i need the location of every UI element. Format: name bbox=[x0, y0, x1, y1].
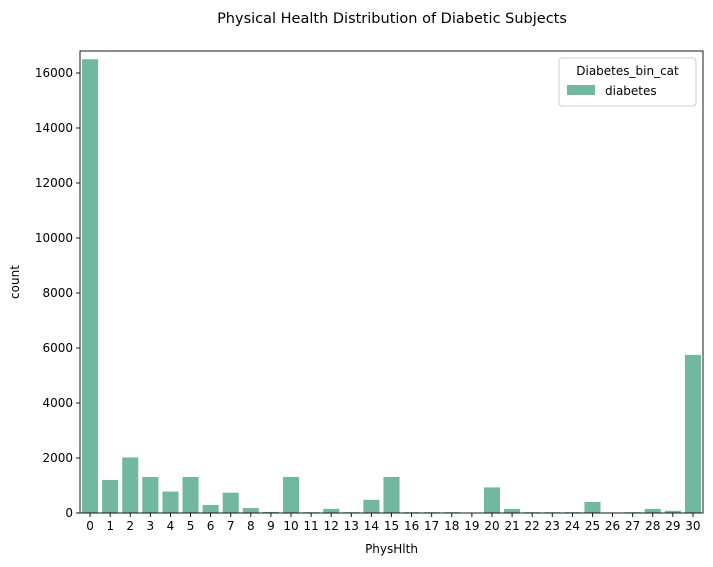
x-tick-label: 22 bbox=[525, 519, 540, 533]
bar-0 bbox=[82, 59, 99, 513]
bar-5 bbox=[182, 476, 199, 513]
y-tick-label: 16000 bbox=[35, 66, 73, 80]
x-tick-label: 3 bbox=[147, 519, 155, 533]
bar-30 bbox=[684, 354, 701, 513]
bar-29 bbox=[664, 510, 681, 513]
bar-4 bbox=[162, 491, 179, 513]
y-tick-label: 6000 bbox=[42, 341, 73, 355]
x-tick-label: 13 bbox=[344, 519, 359, 533]
x-tick-label: 25 bbox=[585, 519, 600, 533]
x-tick-label: 26 bbox=[605, 519, 620, 533]
x-tick-label: 20 bbox=[484, 519, 499, 533]
bar-14 bbox=[363, 499, 380, 513]
x-tick-label: 27 bbox=[625, 519, 640, 533]
y-tick-label: 12000 bbox=[35, 176, 73, 190]
y-axis-label: count bbox=[8, 265, 22, 299]
bar-20 bbox=[483, 487, 501, 513]
bar-25 bbox=[584, 502, 601, 513]
y-axis-ticks: 0 2000 4000 6000 8000 10000 12000 14000 16000 bbox=[35, 66, 80, 520]
legend-swatch-diabetes bbox=[567, 85, 595, 95]
x-tick-label: 2 bbox=[126, 519, 134, 533]
x-tick-label: 16 bbox=[404, 519, 419, 533]
bar-12 bbox=[323, 508, 340, 513]
x-tick-label: 4 bbox=[167, 519, 175, 533]
x-axis-ticks: 0 1 2 3 4 5 6 7 8 9 10 11 12 13 14 15 16 17 18 19 20 21 22 23 24… bbox=[86, 513, 701, 533]
bar-1 bbox=[102, 480, 119, 513]
x-tick-label: 21 bbox=[504, 519, 519, 533]
bar-3 bbox=[142, 476, 159, 513]
y-tick-label: 10000 bbox=[35, 231, 73, 245]
legend-label-diabetes: diabetes bbox=[605, 84, 657, 98]
plot-frame bbox=[79, 50, 704, 514]
x-tick-label: 7 bbox=[227, 519, 235, 533]
bar-2 bbox=[122, 457, 139, 513]
x-tick-label: 11 bbox=[303, 519, 318, 533]
bars-group bbox=[82, 59, 701, 513]
x-tick-label: 6 bbox=[207, 519, 215, 533]
x-tick-label: 19 bbox=[464, 519, 479, 533]
x-tick-label: 14 bbox=[364, 519, 379, 533]
x-tick-label: 24 bbox=[565, 519, 580, 533]
x-tick-label: 18 bbox=[444, 519, 459, 533]
x-tick-label: 5 bbox=[187, 519, 195, 533]
x-tick-label: 23 bbox=[545, 519, 560, 533]
y-tick-label: 14000 bbox=[35, 121, 73, 135]
x-tick-label: 8 bbox=[247, 519, 255, 533]
y-tick-label: 8000 bbox=[42, 286, 73, 300]
x-tick-label: 29 bbox=[665, 519, 680, 533]
x-tick-label: 1 bbox=[106, 519, 114, 533]
x-tick-label: 15 bbox=[384, 519, 399, 533]
chart-title: Physical Health Distribution of Diabetic… bbox=[217, 11, 567, 27]
bar-7 bbox=[222, 492, 239, 513]
bar-21 bbox=[504, 508, 521, 513]
y-tick-label: 2000 bbox=[42, 451, 73, 465]
x-tick-label: 28 bbox=[645, 519, 660, 533]
y-tick-label: 4000 bbox=[42, 396, 73, 410]
bar-10 bbox=[282, 476, 300, 513]
x-tick-label: 9 bbox=[267, 519, 275, 533]
x-axis-label: PhysHlth bbox=[365, 542, 418, 556]
bar-8 bbox=[242, 508, 259, 513]
legend-title: Diabetes_bin_cat bbox=[576, 64, 679, 78]
bar-9 bbox=[262, 511, 279, 513]
x-tick-label: 12 bbox=[324, 519, 339, 533]
x-tick-label: 30 bbox=[685, 519, 700, 533]
y-tick-label: 0 bbox=[65, 506, 73, 520]
x-tick-label: 10 bbox=[283, 519, 298, 533]
legend: Diabetes_bin_cat diabetes bbox=[558, 57, 697, 107]
bar-6 bbox=[202, 505, 219, 513]
x-tick-label: 0 bbox=[86, 519, 94, 533]
bar-15 bbox=[383, 476, 400, 513]
x-tick-label: 17 bbox=[424, 519, 439, 533]
bar-28 bbox=[644, 508, 661, 513]
